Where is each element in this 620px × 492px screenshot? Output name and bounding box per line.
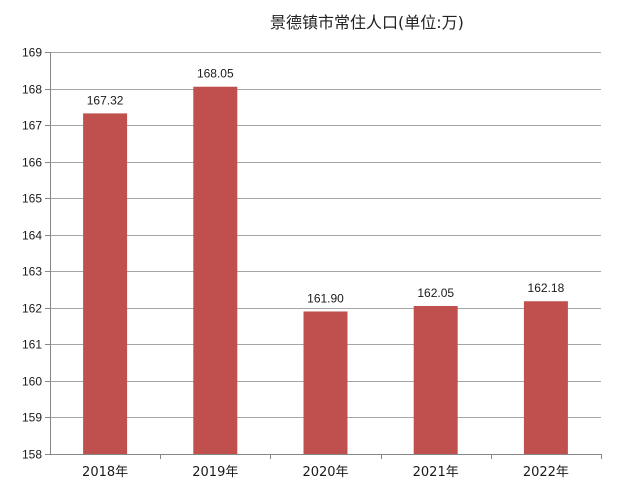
y-tick-label: 165 <box>22 192 42 206</box>
x-tick-label: 2022年 <box>523 465 569 480</box>
y-axis-ticks: 158 159 160 161 162 163 164 165 166 167 168 169 <box>22 46 42 462</box>
bar <box>523 301 568 454</box>
y-tick-label: 168 <box>22 83 42 97</box>
y-tick-label: 161 <box>22 338 42 352</box>
x-axis-ticks: 2018年 2019年 2020年 2021年 2022年 <box>82 465 569 480</box>
bars <box>83 86 568 454</box>
data-label: 161.90 <box>307 291 344 305</box>
y-tick-label: 159 <box>22 411 42 425</box>
x-tick-label: 2020年 <box>302 465 348 480</box>
x-tick-label: 2019年 <box>192 465 238 480</box>
y-tick-label: 166 <box>22 156 42 170</box>
y-tick-label: 164 <box>22 229 42 243</box>
y-tick-label: 163 <box>22 265 42 279</box>
axes <box>45 52 602 459</box>
data-label: 167.32 <box>87 93 124 107</box>
data-label: 162.18 <box>528 281 565 295</box>
data-labels: 167.32 168.05 161.90 162.05 162.18 <box>87 67 565 306</box>
x-tick-label: 2021年 <box>413 465 459 480</box>
chart-title: 景德镇市常住人口(单位:万) <box>270 13 464 32</box>
data-label: 162.05 <box>417 286 454 300</box>
gridlines <box>50 52 601 418</box>
y-tick-label: 162 <box>22 302 42 316</box>
data-label: 168.05 <box>197 67 234 81</box>
bar <box>303 311 348 454</box>
y-tick-label: 167 <box>22 119 42 133</box>
y-tick-label: 160 <box>22 375 42 389</box>
bar <box>83 113 128 454</box>
bar <box>413 305 458 454</box>
bar <box>193 86 238 454</box>
x-tick-label: 2018年 <box>82 465 128 480</box>
y-tick-label: 158 <box>22 448 42 462</box>
y-tick-label: 169 <box>22 46 42 60</box>
